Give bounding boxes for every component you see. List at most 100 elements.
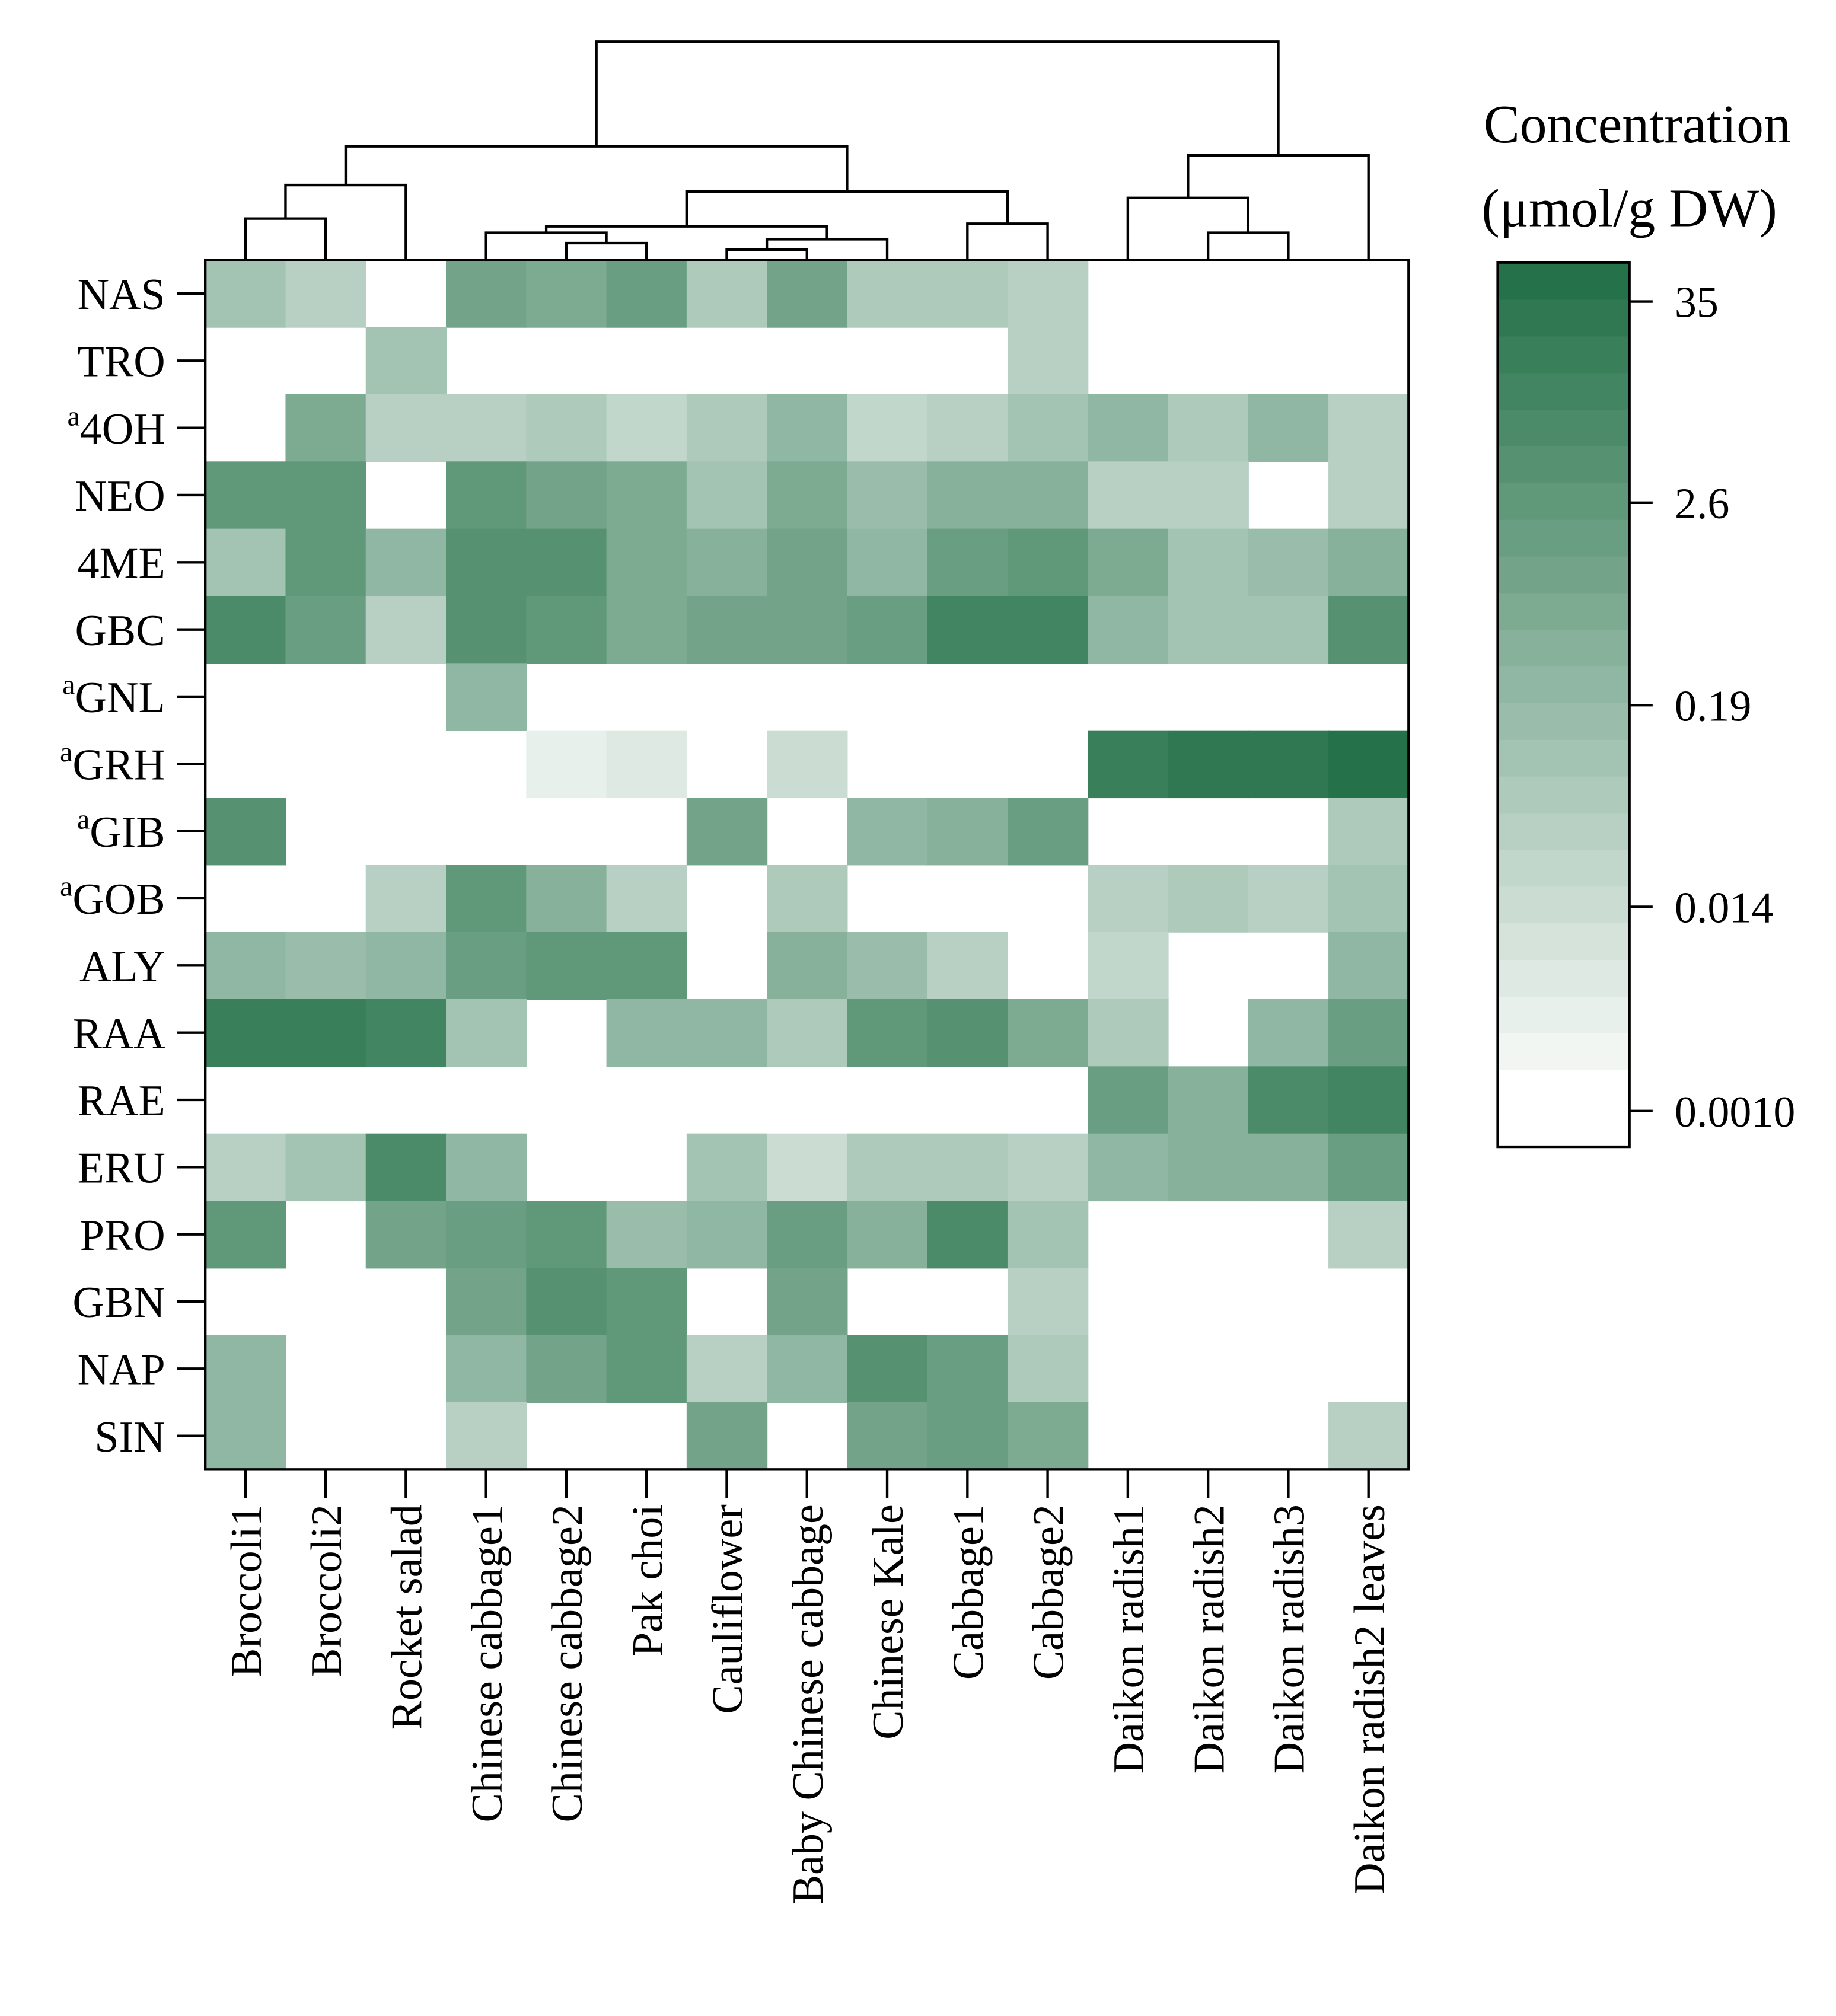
heat-cell [847, 1335, 928, 1403]
heat-cell [1007, 394, 1089, 462]
heat-cell [927, 595, 1009, 664]
heat-cell [205, 797, 286, 866]
heat-cell [1088, 1133, 1169, 1202]
heat-cell [1007, 528, 1089, 597]
heat-cell [1248, 1066, 1330, 1134]
heat-cell [365, 327, 447, 395]
heat-cell [1328, 1133, 1410, 1202]
heat-cell [847, 1402, 928, 1470]
row-label: NAP [78, 1345, 165, 1394]
heat-cell [767, 1268, 848, 1336]
row-label: RAA [72, 1010, 165, 1058]
heat-cell [205, 260, 286, 328]
dendrogram-link [485, 231, 608, 260]
row-label-text: GBN [72, 1278, 165, 1327]
colorbar-tick-label: 35 [1675, 279, 1719, 327]
heat-cell [205, 595, 286, 664]
row-label-text: NAP [78, 1345, 165, 1394]
heat-cell [285, 1133, 366, 1202]
column-label: Chinese Kale [864, 1504, 913, 1740]
heat-cell [526, 865, 607, 933]
column-label: Broccoli2 [302, 1504, 351, 1677]
heat-cell [365, 394, 447, 462]
heat-cell [767, 528, 848, 597]
dendrogram-link [344, 145, 849, 192]
heat-cell [446, 528, 527, 597]
colorbar-band [1497, 886, 1630, 924]
heat-cell [205, 1133, 286, 1202]
heat-cell [526, 1201, 607, 1269]
colorbar-tick-label: 0.014 [1675, 884, 1774, 933]
colorbar-title: Concentration [1484, 94, 1791, 154]
heat-cell [1248, 999, 1330, 1067]
heat-cell [606, 1268, 687, 1336]
heat-cell [767, 595, 848, 664]
heat-cell [1088, 865, 1169, 933]
heat-cell [1328, 730, 1410, 799]
row-label: a4OH [68, 400, 165, 453]
column-label: Broccoli1 [222, 1504, 271, 1677]
column-label: Daikon radish3 [1266, 1504, 1314, 1773]
heat-cell [1328, 1066, 1410, 1134]
heat-cell [205, 1335, 286, 1403]
heat-cell [1007, 260, 1089, 328]
heat-cell [1248, 1133, 1330, 1202]
dendrogram-link [595, 40, 1280, 155]
colorbar-band [1497, 1032, 1630, 1070]
heat-cell [686, 1402, 768, 1470]
heat-cell [927, 260, 1009, 328]
colorbar-band [1497, 592, 1630, 630]
heat-cell [365, 999, 447, 1067]
heat-cell [606, 394, 687, 462]
heat-cell [1168, 461, 1249, 529]
heat-cell [1328, 1402, 1410, 1470]
colorbar-title: (μmol/g DW) [1481, 178, 1777, 238]
colorbar-band [1497, 482, 1630, 520]
heat-cell [526, 260, 607, 328]
heat-cell [767, 1133, 848, 1202]
dendrogram-link [966, 222, 1049, 260]
heat-cell [606, 260, 687, 328]
heat-cell [446, 999, 527, 1067]
colorbar-band [1497, 336, 1630, 374]
heat-cell [1328, 865, 1410, 933]
colorbar-band [1497, 776, 1630, 814]
heat-cell [1088, 528, 1169, 597]
heat-cell [847, 394, 928, 462]
heat-cell [205, 1402, 286, 1470]
heat-cell [686, 1335, 768, 1403]
heat-cell [1088, 1066, 1169, 1134]
row-note: a [60, 736, 72, 768]
row-label: RAE [78, 1077, 165, 1125]
heat-cell [205, 1201, 286, 1269]
heat-cell [847, 1133, 928, 1202]
colorbar-band [1497, 812, 1630, 850]
heat-cell [1248, 394, 1330, 462]
row-label: NEO [75, 472, 165, 521]
row-label-text: GNL [75, 674, 165, 722]
heat-cell [767, 394, 848, 462]
heat-cell [686, 461, 768, 529]
row-label-text: PRO [80, 1211, 165, 1260]
heat-cell [1088, 595, 1169, 664]
heat-cell [446, 461, 527, 529]
heat-cell [365, 1201, 447, 1269]
column-label: Daikon radish2 leaves [1346, 1504, 1394, 1894]
heat-cell [606, 932, 687, 1000]
row-label: PRO [80, 1211, 165, 1260]
heat-cell [1007, 1133, 1089, 1202]
heat-cell [847, 461, 928, 529]
row-label: GBC [75, 607, 165, 655]
heat-cell [927, 1201, 1009, 1269]
heat-cell [1328, 595, 1410, 664]
heat-cell [847, 932, 928, 1000]
row-label-text: GRH [72, 741, 165, 789]
dendrogram-link [565, 241, 648, 260]
row-label-text: GBC [75, 607, 165, 655]
row-label-text: RAA [72, 1010, 165, 1058]
heat-cell [1088, 394, 1169, 462]
heat-cell [1328, 999, 1410, 1067]
heat-cell [446, 1133, 527, 1202]
heat-cell [526, 461, 607, 529]
heat-cell [205, 528, 286, 597]
